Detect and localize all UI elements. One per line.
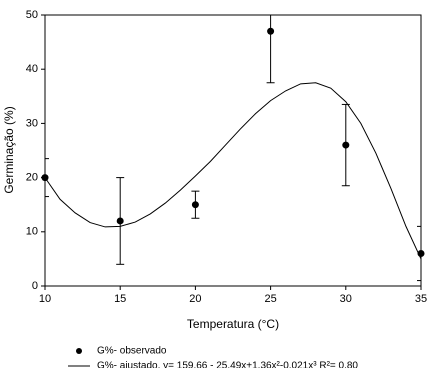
y-tick-label: 20 [26, 172, 38, 184]
y-tick-label: 0 [32, 280, 38, 292]
x-axis-label: Temperatura (°C) [187, 317, 279, 331]
y-tick-label: 10 [26, 226, 38, 238]
error-bar [45, 158, 49, 198]
point [116, 217, 124, 225]
x-tick-label: 15 [114, 293, 126, 305]
error-bar [417, 225, 421, 282]
legend-label: G%- observado [97, 346, 167, 357]
x-tick-label: 20 [189, 293, 201, 305]
legend-label: G%- ajustado, y= 159,66 - 25,49x+1,36x²-… [97, 361, 358, 368]
point [191, 201, 199, 209]
fit-line [44, 82, 422, 260]
point [342, 141, 350, 149]
plot-frame [44, 14, 422, 287]
x-tick-label: 35 [415, 293, 427, 305]
error-bar [266, 15, 275, 84]
point [267, 27, 275, 35]
y-tick-label: 30 [26, 117, 38, 129]
y-tick-label: 40 [26, 63, 38, 75]
y-axis-label: Germinação (%) [2, 106, 16, 193]
x-tick-label: 10 [39, 293, 51, 305]
legend-marker [76, 348, 82, 354]
x-tick-label: 25 [264, 293, 276, 305]
x-tick-label: 30 [340, 293, 352, 305]
y-tick-label: 50 [26, 9, 38, 21]
